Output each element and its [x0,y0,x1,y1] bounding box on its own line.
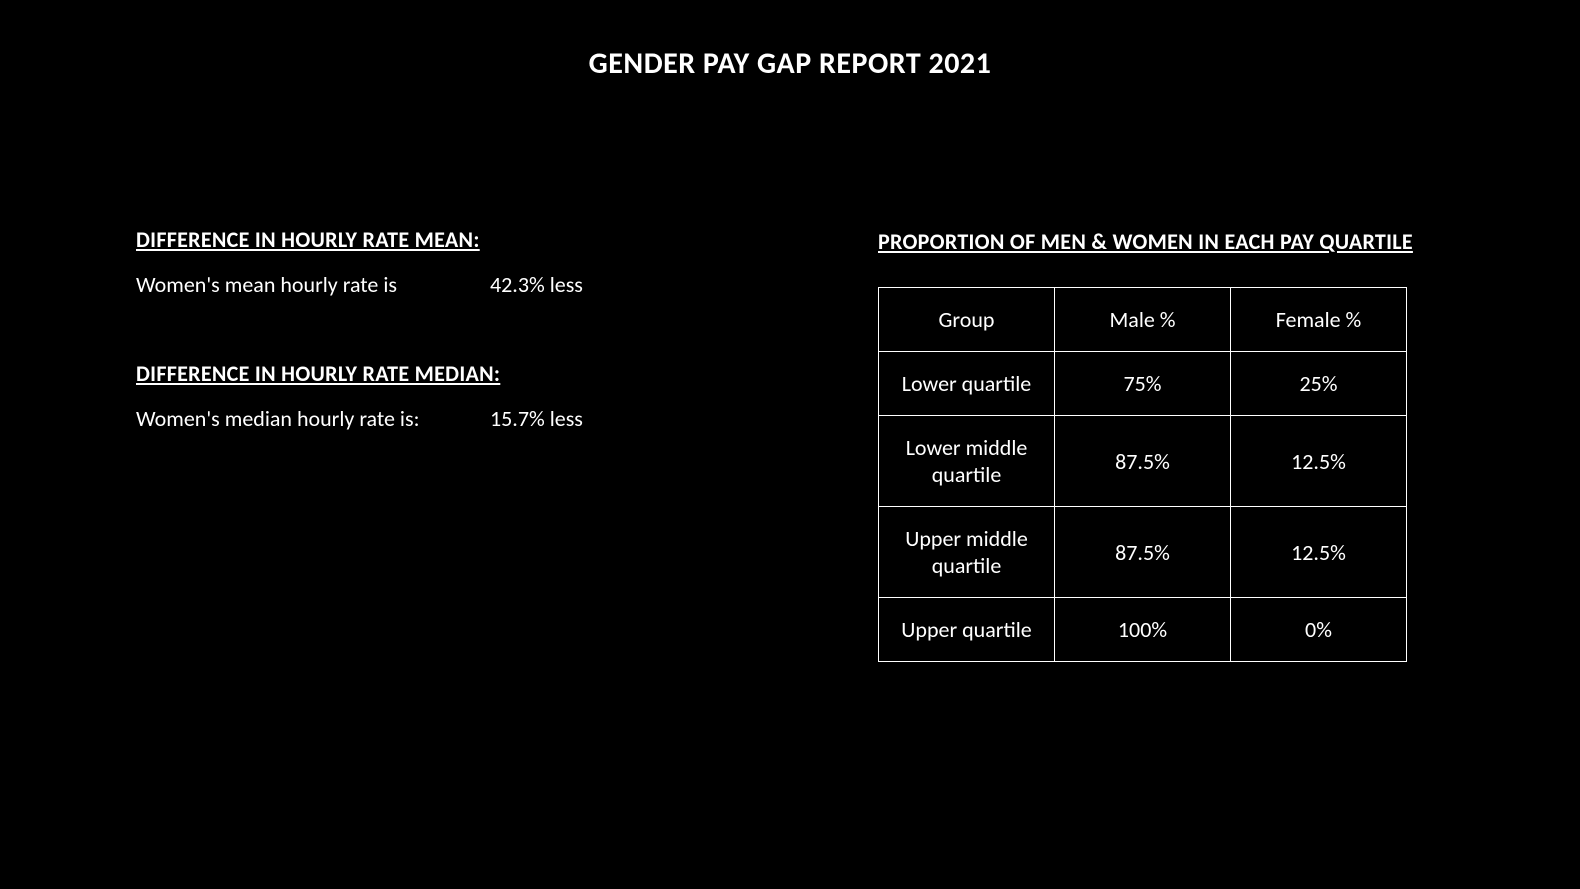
cell-male: 87.5% [1055,507,1231,598]
page-title: GENDER PAY GAP REPORT 2021 [589,45,992,82]
cell-male: 75% [1055,352,1231,416]
cell-female: 0% [1231,598,1407,662]
table-row: Lower middle quartile 87.5% 12.5% [879,416,1407,507]
median-block: DIFFERENCE IN HOURLY RATE MEDIAN: Women'… [136,360,583,432]
col-header-group: Group [879,288,1055,352]
col-header-female: Female % [1231,288,1407,352]
quartile-table: Group Male % Female % Lower quartile 75%… [878,287,1407,662]
median-label: Women's median hourly rate is: [136,405,490,432]
cell-group: Lower middle quartile [879,416,1055,507]
mean-heading: DIFFERENCE IN HOURLY RATE MEAN: [136,226,583,253]
mean-stat-row: Women's mean hourly rate is 42.3% less [136,271,583,298]
quartile-section: PROPORTION OF MEN & WOMEN IN EACH PAY QU… [878,228,1413,662]
mean-label: Women's mean hourly rate is [136,271,490,298]
median-value: 15.7% less [490,405,583,432]
hourly-rate-section: DIFFERENCE IN HOURLY RATE MEAN: Women's … [136,226,583,432]
cell-male: 87.5% [1055,416,1231,507]
cell-female: 12.5% [1231,416,1407,507]
quartile-heading: PROPORTION OF MEN & WOMEN IN EACH PAY QU… [878,228,1413,255]
cell-group: Lower quartile [879,352,1055,416]
table-row: Upper middle quartile 87.5% 12.5% [879,507,1407,598]
table-row: Lower quartile 75% 25% [879,352,1407,416]
cell-group: Upper quartile [879,598,1055,662]
col-header-male: Male % [1055,288,1231,352]
median-stat-row: Women's median hourly rate is: 15.7% les… [136,405,583,432]
mean-value: 42.3% less [490,271,583,298]
cell-male: 100% [1055,598,1231,662]
mean-block: DIFFERENCE IN HOURLY RATE MEAN: Women's … [136,226,583,298]
cell-female: 12.5% [1231,507,1407,598]
cell-female: 25% [1231,352,1407,416]
table-row: Upper quartile 100% 0% [879,598,1407,662]
cell-group: Upper middle quartile [879,507,1055,598]
median-heading: DIFFERENCE IN HOURLY RATE MEDIAN: [136,360,583,387]
table-header-row: Group Male % Female % [879,288,1407,352]
